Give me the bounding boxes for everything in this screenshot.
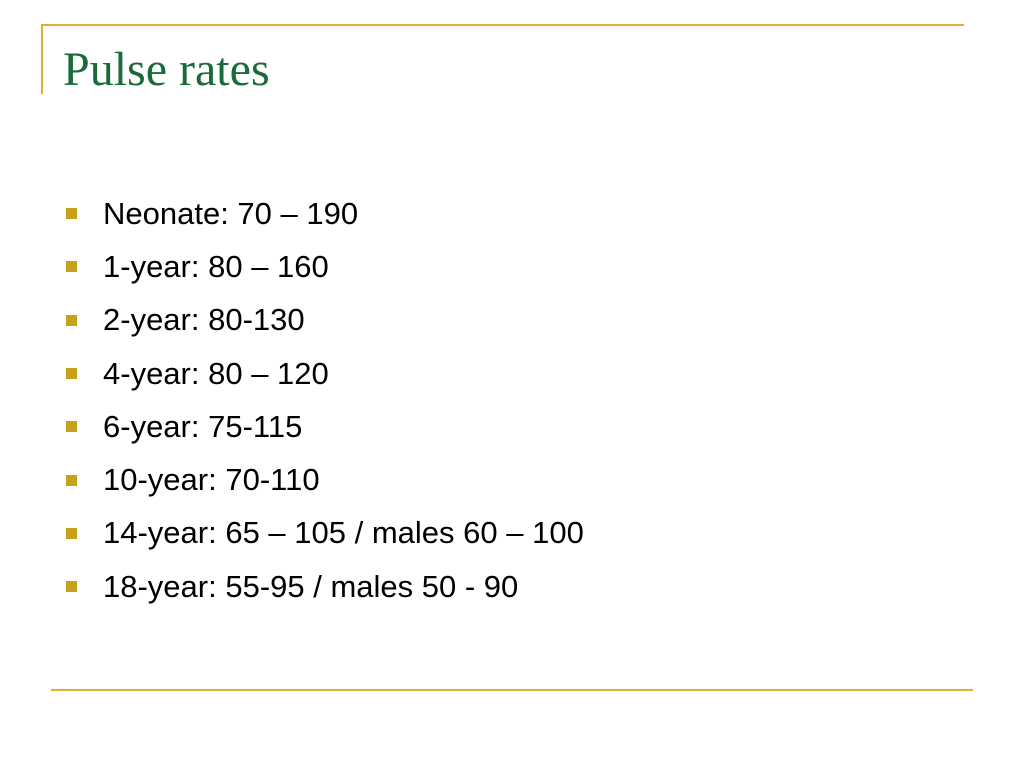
bullet-item: 2-year: 80-130 xyxy=(63,294,584,347)
bullet-item: 1-year: 80 – 160 xyxy=(63,240,584,293)
bullet-text: 10-year: 70-110 xyxy=(103,462,320,498)
top-horizontal-rule xyxy=(41,24,964,26)
bullet-item: 14-year: 65 – 105 / males 60 – 100 xyxy=(63,507,584,560)
bullet-text: 6-year: 75-115 xyxy=(103,408,303,444)
square-bullet-icon xyxy=(66,208,77,220)
square-bullet-icon xyxy=(66,261,77,273)
bullet-item: Neonate: 70 – 190 xyxy=(63,187,584,240)
slide-title: Pulse rates xyxy=(63,43,270,96)
bullet-item: 4-year: 80 – 120 xyxy=(63,347,584,400)
bottom-horizontal-rule xyxy=(51,689,973,691)
square-bullet-icon xyxy=(66,581,77,593)
bullet-item: 10-year: 70-110 xyxy=(63,453,584,506)
bullet-text: Neonate: 70 – 190 xyxy=(103,195,359,231)
bullet-text: 4-year: 80 – 120 xyxy=(103,355,329,391)
bullet-text: 18-year: 55-95 / males 50 - 90 xyxy=(103,568,519,604)
bullet-text: 14-year: 65 – 105 / males 60 – 100 xyxy=(103,515,584,551)
bullet-text: 1-year: 80 – 160 xyxy=(103,248,329,284)
bullet-list: Neonate: 70 – 190 1-year: 80 – 160 2-yea… xyxy=(63,187,584,613)
bullet-item: 6-year: 75-115 xyxy=(63,400,584,453)
bullet-item: 18-year: 55-95 / males 50 - 90 xyxy=(63,560,584,613)
square-bullet-icon xyxy=(66,527,77,539)
square-bullet-icon xyxy=(66,314,77,326)
square-bullet-icon xyxy=(66,474,77,486)
top-vertical-rule xyxy=(41,24,43,94)
bullet-text: 2-year: 80-130 xyxy=(103,302,305,338)
square-bullet-icon xyxy=(66,368,77,380)
square-bullet-icon xyxy=(66,421,77,433)
